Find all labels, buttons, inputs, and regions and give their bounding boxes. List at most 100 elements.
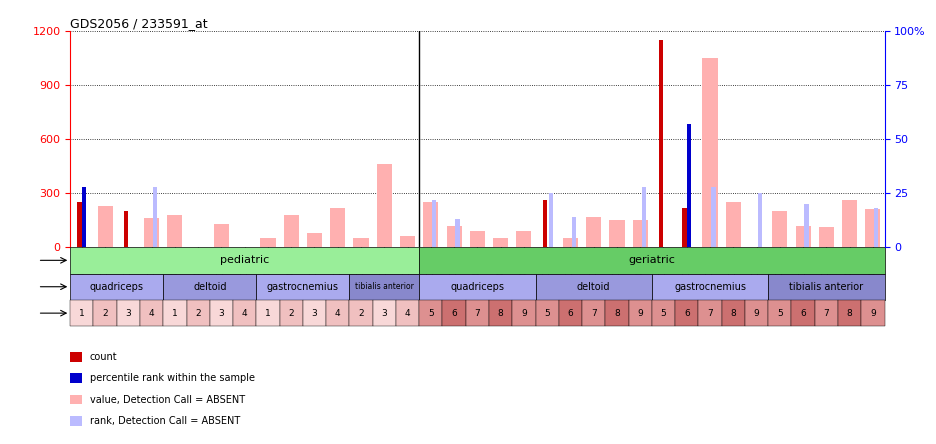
Bar — [796, 226, 811, 247]
Bar — [842, 200, 857, 247]
Text: 3: 3 — [218, 309, 225, 317]
Bar — [419, 300, 443, 326]
Bar — [77, 202, 81, 247]
Bar — [117, 300, 140, 326]
Text: 8: 8 — [847, 309, 853, 317]
Text: 1: 1 — [265, 309, 271, 317]
Bar — [400, 236, 416, 247]
Bar — [582, 300, 606, 326]
Bar — [874, 208, 879, 247]
Bar — [675, 300, 698, 326]
Bar — [354, 238, 369, 247]
Bar — [819, 227, 834, 247]
Bar — [609, 220, 624, 247]
Text: 7: 7 — [475, 309, 480, 317]
Bar — [629, 300, 651, 326]
Text: 6: 6 — [684, 309, 690, 317]
Bar — [163, 274, 256, 300]
Bar — [641, 186, 646, 247]
Text: 1: 1 — [172, 309, 178, 317]
Bar — [168, 215, 183, 247]
Bar — [213, 224, 229, 247]
Bar — [153, 186, 157, 247]
Bar — [284, 215, 299, 247]
Text: 3: 3 — [381, 309, 388, 317]
Bar — [97, 206, 112, 247]
Bar — [543, 200, 548, 247]
Bar — [535, 274, 651, 300]
Bar — [768, 300, 792, 326]
Bar — [702, 58, 718, 247]
Text: 3: 3 — [125, 309, 131, 317]
Bar — [563, 238, 578, 247]
Text: 4: 4 — [241, 309, 247, 317]
Text: 4: 4 — [335, 309, 341, 317]
Bar — [586, 217, 601, 247]
Text: 2: 2 — [102, 309, 108, 317]
Bar — [307, 233, 322, 247]
Bar — [70, 300, 94, 326]
Bar — [376, 164, 392, 247]
Bar — [466, 300, 489, 326]
Bar — [349, 274, 419, 300]
Text: 2: 2 — [196, 309, 201, 317]
Text: GDS2056 / 233591_at: GDS2056 / 233591_at — [70, 17, 208, 30]
Bar — [373, 300, 396, 326]
Bar — [70, 274, 163, 300]
Bar — [698, 300, 722, 326]
Bar — [303, 300, 326, 326]
Bar — [330, 207, 345, 247]
Text: deltoid: deltoid — [193, 282, 227, 292]
Text: 7: 7 — [824, 309, 829, 317]
Bar — [861, 300, 885, 326]
Bar — [210, 300, 233, 326]
Bar — [186, 300, 210, 326]
Bar — [772, 211, 787, 247]
Text: 8: 8 — [730, 309, 737, 317]
Text: percentile rank within the sample: percentile rank within the sample — [90, 373, 255, 383]
Bar — [651, 274, 768, 300]
Bar — [396, 300, 419, 326]
Bar — [548, 193, 553, 247]
Bar — [711, 186, 716, 247]
Bar — [419, 247, 885, 274]
Text: 1: 1 — [79, 309, 85, 317]
Bar — [94, 300, 117, 326]
Bar — [606, 300, 629, 326]
Bar — [792, 300, 814, 326]
Text: 7: 7 — [591, 309, 596, 317]
Bar — [432, 200, 436, 247]
Bar — [722, 300, 745, 326]
Bar — [260, 238, 275, 247]
Text: 8: 8 — [498, 309, 504, 317]
Text: 4: 4 — [404, 309, 410, 317]
Bar — [256, 274, 349, 300]
Bar — [493, 238, 508, 247]
Bar — [163, 300, 186, 326]
Text: 6: 6 — [567, 309, 574, 317]
Bar — [326, 300, 349, 326]
Bar — [124, 211, 128, 247]
Text: rank, Detection Call = ABSENT: rank, Detection Call = ABSENT — [90, 416, 241, 426]
Bar — [659, 40, 664, 247]
Text: 3: 3 — [312, 309, 317, 317]
Bar — [443, 300, 466, 326]
Text: 2: 2 — [288, 309, 294, 317]
Bar — [559, 300, 582, 326]
Bar — [70, 247, 419, 274]
Bar — [633, 220, 648, 247]
Text: geriatric: geriatric — [628, 255, 675, 266]
Text: 9: 9 — [753, 309, 759, 317]
Bar — [233, 300, 256, 326]
Text: value, Detection Call = ABSENT: value, Detection Call = ABSENT — [90, 395, 245, 404]
Bar — [768, 274, 885, 300]
Bar — [745, 300, 768, 326]
Text: 7: 7 — [707, 309, 713, 317]
Bar — [725, 202, 741, 247]
Bar — [140, 300, 163, 326]
Text: gastrocnemius: gastrocnemius — [267, 282, 339, 292]
Bar — [687, 124, 691, 247]
Bar — [572, 217, 576, 247]
Text: 5: 5 — [777, 309, 782, 317]
Text: 6: 6 — [800, 309, 806, 317]
